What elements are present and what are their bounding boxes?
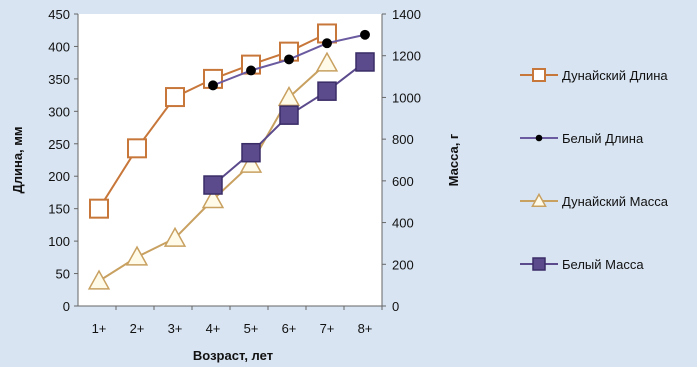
y-right-tick-label: 200 <box>392 257 414 272</box>
x-tick-label: 7+ <box>320 321 335 336</box>
legend-label: Белый Масса <box>562 257 644 272</box>
series-4 <box>203 52 375 195</box>
y-right-tick-label: 1400 <box>392 7 421 22</box>
x-tick-label: 5+ <box>244 321 259 336</box>
y-right-tick-label: 400 <box>392 216 414 231</box>
legend: Дунайский Длина Белый Длина Дунайский Масс… <box>520 68 669 272</box>
series-point <box>317 81 337 101</box>
legend-item: Белый Длина <box>520 131 644 146</box>
series-point <box>239 152 263 173</box>
series-point <box>125 245 149 266</box>
legend-marker <box>532 68 546 82</box>
legend-label: Дунайский Длина <box>562 68 668 83</box>
series-3 <box>87 51 339 290</box>
x-tick-label: 2+ <box>130 321 145 336</box>
series-point <box>163 226 187 247</box>
y-right-tick-label: 1000 <box>392 90 421 105</box>
series-point <box>127 138 147 159</box>
y-left-tick-label: 400 <box>48 39 70 54</box>
y-left-tick-label: 150 <box>48 202 70 217</box>
series-point <box>277 85 301 107</box>
y-left-tick-label: 200 <box>48 169 70 184</box>
legend-marker <box>532 257 546 271</box>
y-right-tick-label: 600 <box>392 174 414 189</box>
x-tick-label: 6+ <box>282 321 297 336</box>
series-point <box>322 38 332 49</box>
series-point <box>165 87 185 108</box>
y-left-tick-label: 350 <box>48 72 70 87</box>
legend-label: Дунайский Масса <box>562 194 669 209</box>
legend-marker <box>531 192 547 208</box>
series-point <box>315 51 339 72</box>
y-left-tick-label: 450 <box>48 7 70 22</box>
series-point <box>87 269 111 290</box>
series-point <box>89 198 109 219</box>
series-point <box>284 54 294 65</box>
series-point <box>241 142 261 163</box>
y-left-tick-label: 250 <box>48 137 70 152</box>
y-left-tick-label: 0 <box>63 299 70 314</box>
plot-area <box>78 14 382 306</box>
series-point <box>203 175 223 195</box>
x-tick-label: 1+ <box>92 321 107 336</box>
legend-item: Белый Масса <box>520 257 644 272</box>
legend-marker <box>535 134 543 142</box>
y-axis-right-title: Масса, г <box>446 133 461 186</box>
axes: 0 50 100 150 200 250 300 350 400 450 0 200 400 600 800… <box>48 7 421 336</box>
series-layer <box>87 23 375 290</box>
y-right-tick-label: 800 <box>392 132 414 147</box>
series-point <box>246 65 256 76</box>
legend-label: Белый Длина <box>562 131 644 146</box>
y-left-tick-label: 50 <box>56 267 70 282</box>
y-left-tick-label: 100 <box>48 234 70 249</box>
series-point <box>360 29 370 40</box>
series-point <box>201 188 225 209</box>
x-tick-label: 3+ <box>168 321 183 336</box>
y-right-tick-label: 1200 <box>392 49 421 64</box>
x-tick-label: 4+ <box>206 321 221 336</box>
series-point <box>279 105 299 125</box>
series-point <box>208 80 218 91</box>
y-right-tick-label: 0 <box>392 299 399 314</box>
y-axis-left-title: Длина, мм <box>10 126 25 193</box>
x-axis-title: Возраст, лет <box>193 348 273 363</box>
legend-item: Дунайский Длина <box>520 68 668 83</box>
x-tick-label: 8+ <box>358 321 373 336</box>
series-point <box>355 52 375 72</box>
legend-item: Дунайский Масса <box>520 192 669 209</box>
series-2 <box>208 29 370 91</box>
y-left-tick-label: 300 <box>48 104 70 119</box>
